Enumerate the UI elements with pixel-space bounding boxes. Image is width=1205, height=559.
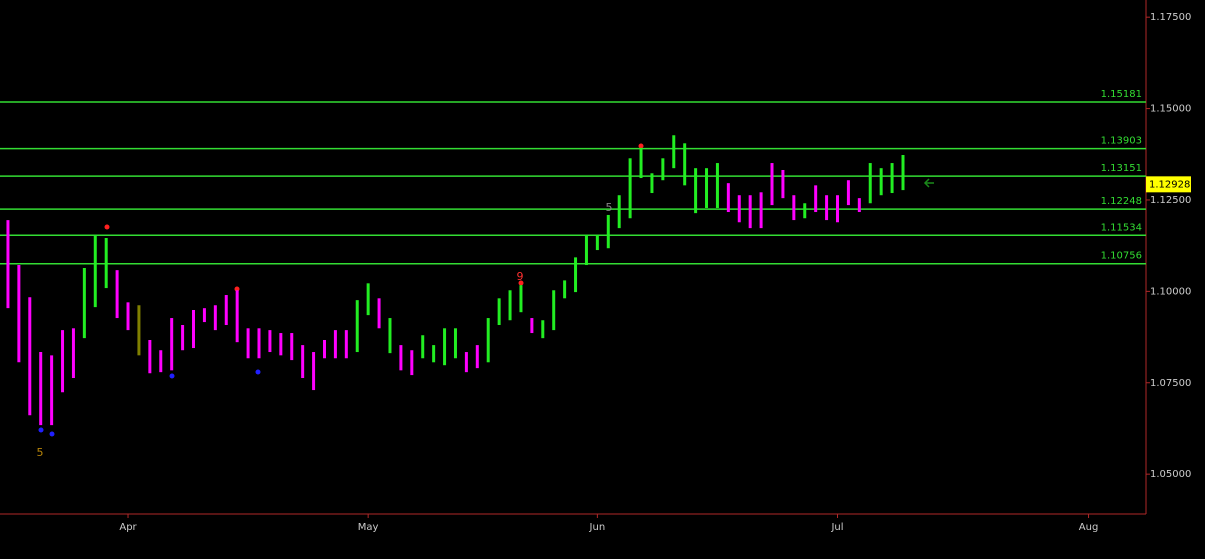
y-tick-label: 1.15000 — [1150, 104, 1191, 115]
x-tick-label: May — [358, 522, 379, 533]
y-tick-label: 1.07500 — [1150, 378, 1191, 389]
y-tick-label: 1.12500 — [1150, 195, 1191, 206]
level-label: 1.13903 — [1101, 136, 1142, 147]
level-label: 1.15181 — [1101, 89, 1142, 100]
annotation: 5 — [37, 446, 44, 459]
blue-dot — [255, 369, 261, 375]
red-dot — [234, 286, 240, 292]
signal-dots — [38, 143, 644, 437]
level-label: 1.10756 — [1101, 251, 1142, 262]
last-price-label: 1.12928 — [1149, 179, 1190, 190]
blue-dot — [169, 373, 175, 379]
y-tick-label: 1.17500 — [1150, 12, 1191, 23]
x-tick-label: Aug — [1079, 522, 1099, 533]
level-label: 1.13151 — [1101, 163, 1142, 174]
y-tick-label: 1.10000 — [1150, 286, 1191, 297]
level-label: 1.11534 — [1101, 222, 1142, 233]
red-dot — [638, 143, 644, 149]
blue-dot — [49, 431, 55, 437]
y-tick-label: 1.05000 — [1150, 469, 1191, 480]
x-tick-label: Apr — [119, 522, 137, 533]
annotation: 9 — [517, 270, 524, 283]
x-tick-label: Jul — [830, 522, 843, 533]
arrow-head — [923, 178, 930, 188]
blue-dot — [38, 427, 44, 433]
red-dot — [518, 280, 524, 286]
level-label: 1.12248 — [1101, 196, 1142, 207]
annotation: 5 — [606, 201, 613, 214]
red-dot — [104, 224, 110, 230]
price-arrow — [923, 178, 934, 188]
x-tick-label: Jun — [589, 522, 606, 533]
last-price-box — [1146, 176, 1191, 193]
